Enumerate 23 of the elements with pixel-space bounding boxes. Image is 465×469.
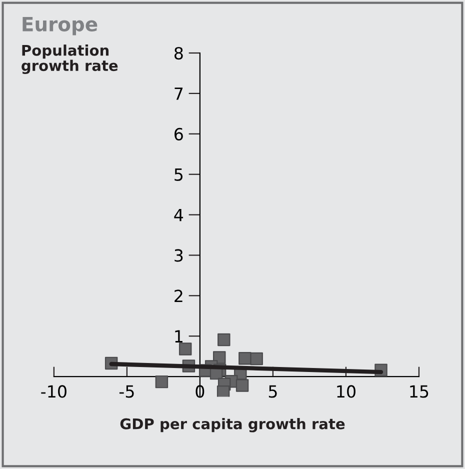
y-tick-label: 3 bbox=[174, 249, 183, 262]
point bbox=[216, 386, 230, 397]
point bbox=[236, 379, 249, 392]
y-tick-label: 8 bbox=[174, 46, 183, 60]
y-tick-label: 1 bbox=[175, 330, 182, 342]
point bbox=[178, 342, 192, 356]
y-tick-label: 4 bbox=[174, 208, 184, 222]
y-tick-label: 2 bbox=[174, 290, 182, 302]
x-tick-label: -10 bbox=[41, 385, 66, 398]
x-axis-title: GDP per capita growth rate bbox=[120, 418, 345, 432]
y-axis-title: Population growth rate bbox=[22, 44, 118, 74]
y-tick-label: 5 bbox=[174, 168, 183, 181]
x-tick-label: 10 bbox=[337, 385, 356, 398]
point bbox=[218, 333, 230, 346]
point bbox=[238, 352, 252, 365]
x-tick-label: 15 bbox=[410, 385, 428, 398]
x-tick-label: -5 bbox=[119, 385, 134, 398]
x-tick-label: 5 bbox=[268, 385, 277, 398]
point bbox=[155, 375, 168, 388]
y-tick-label: 7 bbox=[174, 88, 183, 100]
y-tick-label: 6 bbox=[174, 128, 183, 140]
point bbox=[250, 352, 263, 366]
chart-title: Europe bbox=[22, 17, 98, 36]
